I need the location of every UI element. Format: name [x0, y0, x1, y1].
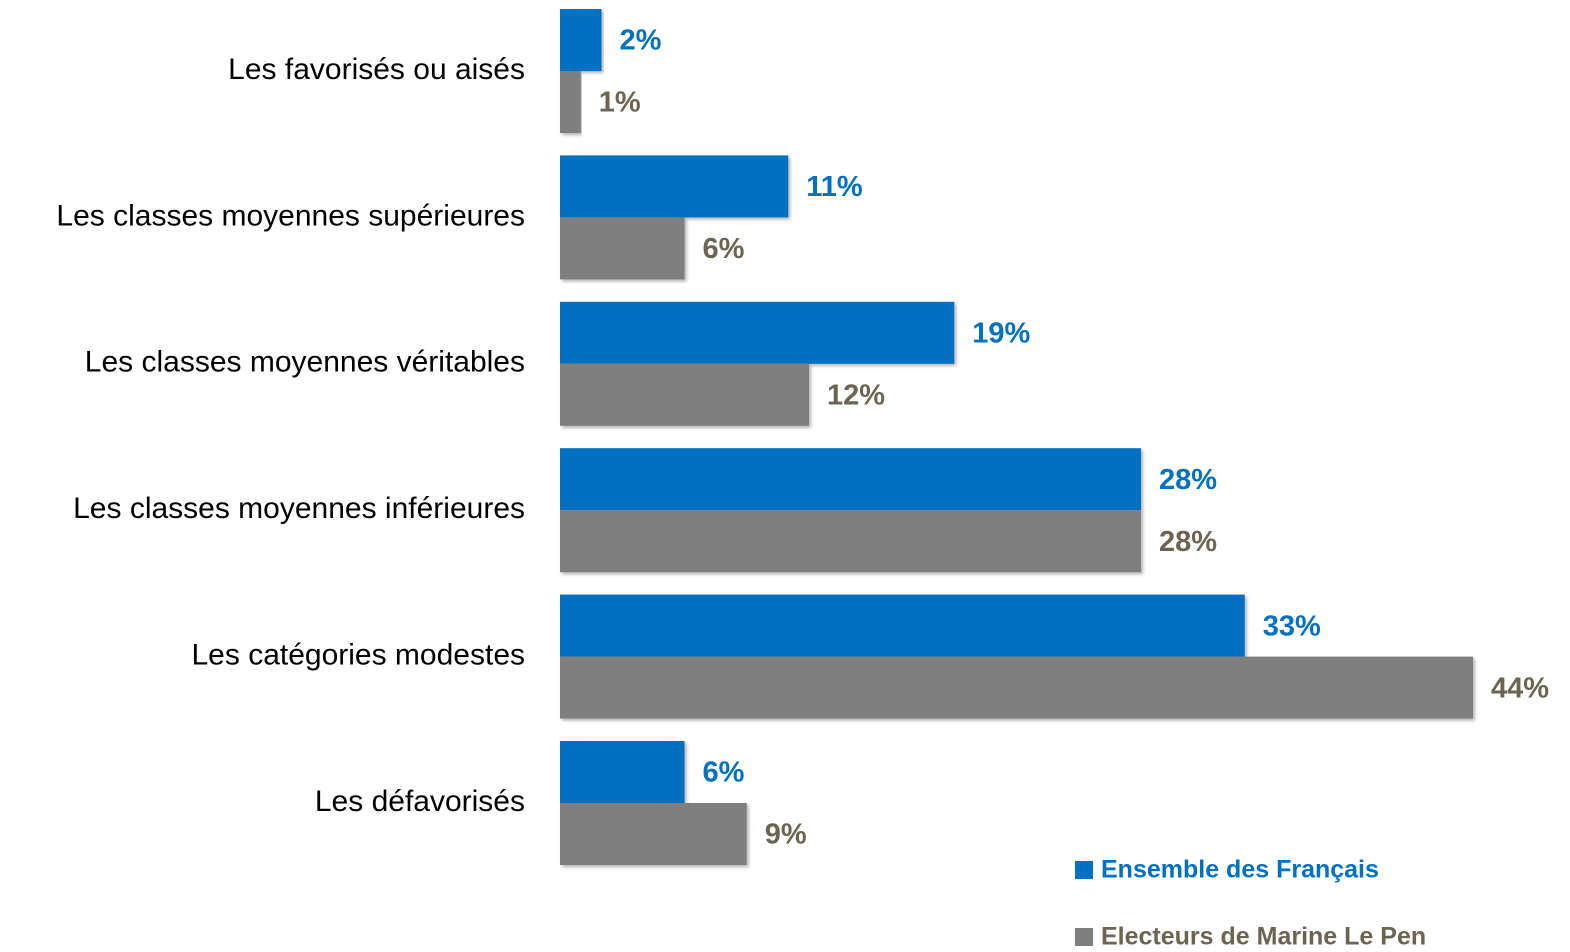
- data-label: 12%: [827, 379, 885, 411]
- data-label: 44%: [1491, 672, 1549, 704]
- data-label: 9%: [765, 819, 807, 851]
- data-label: 28%: [1159, 526, 1217, 558]
- bar: [560, 155, 789, 218]
- data-label: 1%: [599, 87, 641, 119]
- bar: [560, 510, 1141, 573]
- legend-label: Electeurs de Marine Le Pen: [1101, 923, 1426, 951]
- bar: [560, 594, 1245, 657]
- bar: [560, 71, 581, 133]
- data-label: 6%: [703, 233, 745, 265]
- data-label: 2%: [620, 25, 662, 57]
- bar: [560, 448, 1141, 511]
- data-label: 19%: [972, 317, 1030, 349]
- data-label: 11%: [806, 171, 863, 203]
- legend-swatch: [1075, 928, 1093, 946]
- bar: [560, 656, 1473, 719]
- category-label: Les catégories modestes: [191, 639, 525, 672]
- data-label: 6%: [703, 757, 745, 789]
- data-label: 28%: [1159, 464, 1217, 496]
- bar: [560, 803, 747, 865]
- category-label: Les classes moyennes supérieures: [56, 199, 525, 232]
- category-label: Les défavorisés: [315, 785, 525, 818]
- category-label: Les favorisés ou aisés: [228, 53, 525, 86]
- bar: [560, 301, 955, 364]
- bar: [560, 741, 685, 803]
- bar: [560, 217, 685, 280]
- legend-swatch: [1075, 861, 1093, 879]
- category-label: Les classes moyennes inférieures: [73, 492, 525, 525]
- category-label: Les classes moyennes véritables: [85, 346, 525, 379]
- legend-label: Ensemble des Français: [1101, 856, 1379, 884]
- bar: [560, 363, 809, 426]
- data-label: 33%: [1263, 610, 1321, 642]
- bar: [560, 9, 602, 71]
